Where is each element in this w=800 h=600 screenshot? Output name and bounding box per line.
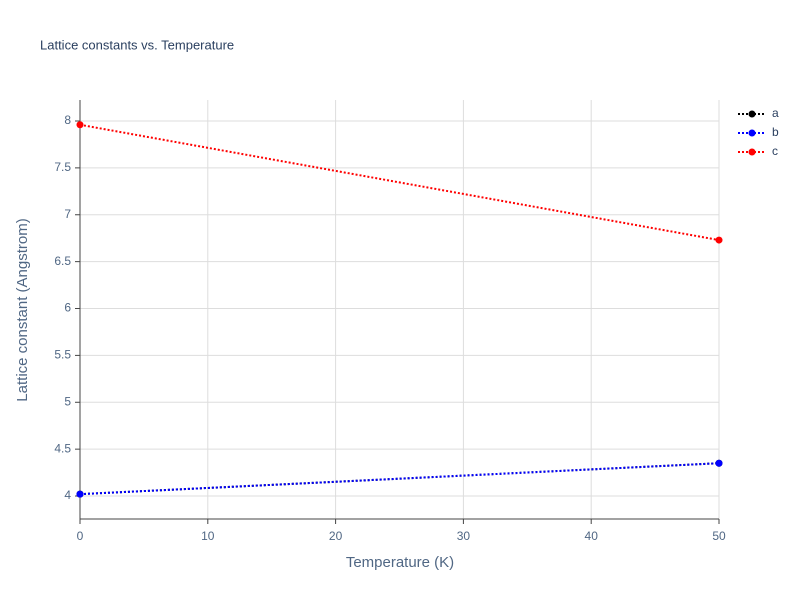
series-line [79, 123, 720, 242]
y-tick-label: 7 [64, 207, 71, 221]
x-tick-label: 40 [585, 529, 599, 543]
legend-label: c [772, 144, 778, 158]
x-tick-label: 50 [712, 529, 726, 543]
x-tick-label: 10 [201, 529, 215, 543]
series-line [79, 462, 720, 496]
legend-label: a [772, 106, 779, 120]
x-axis-label: Temperature (K) [346, 554, 454, 571]
data-point [715, 459, 723, 467]
data-point [76, 490, 84, 498]
legend-marker [748, 148, 756, 156]
x-tick-label: 0 [77, 529, 84, 543]
y-tick-label: 7.5 [54, 160, 71, 174]
x-tick-label: 20 [329, 529, 343, 543]
data-point [76, 121, 84, 129]
y-tick-label: 4 [64, 488, 71, 502]
legend-marker [748, 110, 756, 118]
y-tick-label: 5 [64, 394, 71, 408]
series-line [79, 462, 720, 496]
y-tick-label: 8 [64, 113, 71, 127]
chart-title: Lattice constants vs. Temperature [40, 37, 234, 52]
y-tick-label: 5.5 [54, 348, 71, 362]
y-tick-label: 6 [64, 301, 71, 315]
x-tick-label: 30 [457, 529, 471, 543]
legend-label: b [772, 125, 779, 139]
y-axis-label: Lattice constant (Angstrom) [14, 218, 31, 401]
legend-marker [748, 129, 756, 137]
y-tick-label: 6.5 [54, 254, 71, 268]
y-tick-label: 4.5 [54, 441, 71, 455]
data-point [715, 236, 723, 244]
